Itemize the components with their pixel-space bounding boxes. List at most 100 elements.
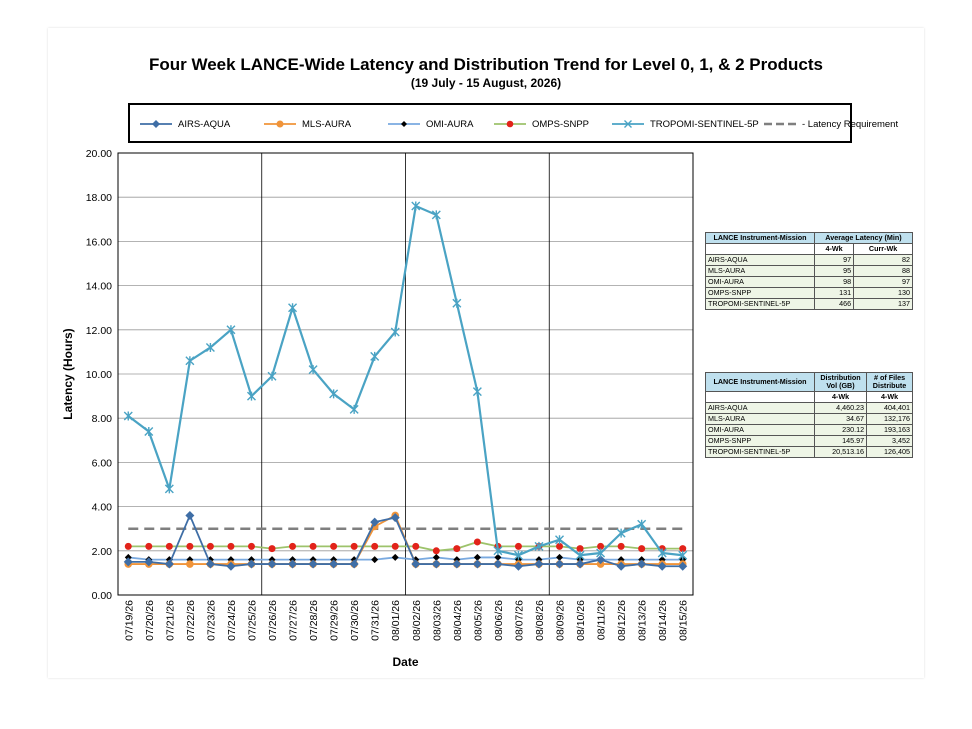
distribution-cell: 404,401: [866, 402, 913, 414]
legend-label: TROPOMI-SENTINEL-5P: [650, 118, 759, 130]
x-tick-label: 08/10/26: [575, 600, 587, 641]
omps-snpp-point: [309, 542, 317, 550]
legend-item: AIRS-AQUA: [138, 117, 230, 131]
tropomi-sentinel-5p-point: [370, 351, 380, 361]
airs-aqua-point: [205, 559, 215, 569]
chart-title: Four Week LANCE-Wide Latency and Distrib…: [149, 55, 823, 74]
legend-label: OMPS-SNPP: [532, 118, 590, 130]
x-tick-label: 07/21/26: [164, 600, 176, 641]
latency-cell: OMPS-SNPP: [705, 287, 815, 299]
legend-item: MLS-AURA: [262, 117, 351, 131]
omps-snpp-point: [289, 542, 297, 550]
legend-swatch: [264, 120, 296, 128]
omps-snpp-point: [617, 542, 625, 550]
tropomi-sentinel-5p-point: [431, 210, 441, 220]
latency-cell: 131: [813, 287, 855, 299]
tropomi-sentinel-5p-point: [308, 365, 318, 375]
y-tick-label: 0.00: [92, 590, 113, 602]
x-tick-label: 07/28/26: [308, 600, 320, 641]
latency-cell: 82: [853, 254, 913, 266]
distribution-cell: 34.67: [813, 413, 868, 425]
distribution-row: AIRS-AQUA 4,460.23 404,401: [705, 402, 913, 414]
x-tick-label: 08/04/26: [452, 600, 464, 641]
x-tick-label: 08/14/26: [657, 600, 669, 641]
airs-aqua-point: [246, 559, 256, 569]
airs-aqua-point: [575, 559, 585, 569]
omps-snpp-point: [473, 538, 481, 546]
legend-label: MLS-AURA: [302, 118, 352, 130]
y-axis-title: Latency (Hours): [61, 328, 75, 419]
x-tick-label: 08/05/26: [472, 600, 484, 641]
distribution-cell: 145.97: [813, 435, 868, 447]
legend-item: - Latency Requirement: [762, 117, 898, 131]
tropomi-sentinel-5p-point: [657, 548, 667, 558]
x-tick-label: 07/25/26: [246, 600, 258, 641]
omps-snpp-point: [576, 545, 584, 553]
airs-aqua-point: [308, 559, 318, 569]
legend-swatch: [388, 121, 420, 127]
tropomi-sentinel-5p-point: [555, 535, 565, 545]
omps-snpp-point: [412, 542, 420, 550]
tropomi-sentinel-5p-point: [164, 484, 174, 494]
chart-subtitle: (19 July - 15 August, 2026): [410, 76, 562, 90]
tropomi-sentinel-5p-point: [185, 356, 195, 366]
y-tick-label: 16.00: [86, 236, 112, 248]
tropomi-sentinel-5p-point: [616, 528, 626, 538]
y-tick-label: 2.00: [92, 546, 113, 558]
dist-col-vol-4wk: 4-Wk: [813, 391, 868, 403]
omps-snpp-point: [186, 542, 194, 550]
latency-cell: AIRS-AQUA: [705, 254, 815, 266]
tropomi-sentinel-5p-point: [575, 550, 585, 560]
legend-label: OMI-AURA: [426, 118, 474, 130]
x-axis-title: Date: [392, 655, 418, 669]
x-tick-label: 07/31/26: [370, 600, 382, 641]
tropomi-sentinel-5p-point: [534, 541, 544, 551]
distribution-cell: OMPS-SNPP: [705, 435, 815, 447]
x-tick-label: 08/02/26: [411, 600, 423, 641]
omps-snpp-point: [679, 545, 687, 553]
y-tick-label: 14.00: [86, 281, 112, 293]
omps-snpp-point: [330, 542, 338, 550]
x-tick-label: 07/27/26: [288, 600, 300, 641]
legend-swatch: [764, 122, 796, 126]
airs-aqua-point: [657, 561, 667, 571]
omi-aura-point: [391, 553, 399, 561]
airs-aqua-point: [596, 555, 606, 565]
y-tick-label: 18.00: [86, 192, 112, 204]
airs-aqua-point: [411, 559, 421, 569]
latency-col-4wk: 4-Wk: [813, 243, 855, 255]
distribution-cell: 193,163: [866, 424, 913, 436]
omi-aura-point: [371, 556, 379, 564]
legend-swatch: [612, 120, 644, 128]
latency-row: OMI-AURA 98 97: [705, 276, 913, 288]
distribution-table: LANCE Instrument-Mission Distribution Vo…: [705, 372, 913, 458]
omps-snpp-point: [227, 542, 235, 550]
x-tick-label: 07/29/26: [329, 600, 341, 641]
tropomi-sentinel-5p-point: [246, 391, 256, 401]
latency-row: OMPS-SNPP 131 130: [705, 287, 913, 299]
airs-aqua-point: [226, 561, 236, 571]
legend-swatch: [140, 120, 172, 128]
latency-cell: TROPOMI-SENTINEL-5P: [705, 298, 815, 310]
omps-snpp-line: [128, 541, 683, 552]
latency-cell: MLS-AURA: [705, 265, 815, 277]
x-tick-label: 08/06/26: [493, 600, 505, 641]
airs-aqua-point: [555, 559, 565, 569]
omi-aura-line: [128, 556, 683, 561]
x-tick-label: 08/07/26: [513, 600, 525, 641]
omps-snpp-point: [350, 542, 358, 550]
distribution-cell: 4,460.23: [813, 402, 868, 414]
legend-label: AIRS-AQUA: [178, 118, 231, 130]
omps-snpp-point: [453, 545, 461, 553]
airs-aqua-point: [288, 559, 298, 569]
latency-cell: 88: [853, 265, 913, 277]
omi-aura-point: [494, 553, 502, 561]
distribution-cell: AIRS-AQUA: [705, 402, 815, 414]
distribution-row: MLS-AURA 34.67 132,176: [705, 413, 913, 425]
omi-aura-point: [556, 553, 564, 561]
airs-aqua-point: [534, 559, 544, 569]
airs-aqua-point: [370, 517, 380, 527]
distribution-cell: 126,405: [866, 446, 913, 458]
airs-aqua-point: [616, 561, 626, 571]
distribution-row: OMI-AURA 230.12 193,163: [705, 424, 913, 436]
